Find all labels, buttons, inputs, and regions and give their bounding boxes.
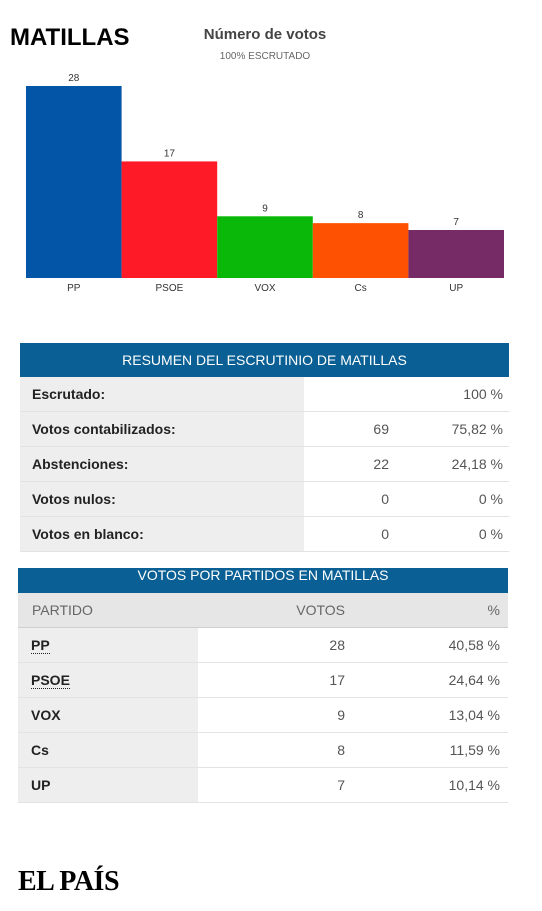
percent-cell: 10,14 %	[448, 777, 500, 793]
table-row: Cs 8 11,59 %	[18, 733, 508, 768]
party-name-cell[interactable]: PP	[18, 628, 198, 662]
category-label: UP	[449, 283, 463, 294]
party-name-cell[interactable]: PSOE	[18, 663, 198, 697]
party-link[interactable]: PSOE	[31, 672, 70, 689]
table-row: UP 7 10,14 %	[18, 768, 508, 803]
summary-value: 69	[373, 421, 389, 437]
summary-percent: 0 %	[478, 526, 503, 542]
page-title: MATILLAS	[10, 24, 130, 51]
party-name-cell: UP	[18, 768, 198, 802]
summary-label: Votos nulos:	[20, 482, 304, 516]
summary-row: Escrutado: 100 %	[20, 377, 509, 412]
column-header-percent: %	[487, 602, 500, 618]
bar-psoe	[121, 161, 218, 278]
chart-subtitle: 100% ESCRUTADO	[219, 51, 311, 62]
summary-percent: 0 %	[478, 491, 503, 507]
column-header-party: PARTIDO	[32, 602, 93, 618]
category-label: PP	[67, 283, 81, 294]
category-label: VOX	[254, 283, 275, 294]
party-name-cell: Cs	[18, 733, 198, 767]
summary-value: 22	[373, 456, 389, 472]
category-label: PSOE	[156, 283, 184, 294]
votes-cell: 8	[337, 742, 345, 758]
summary-label: Votos en blanco:	[20, 517, 304, 551]
parties-table: VOTOS POR PARTIDOS EN MATILLAS PARTIDO V…	[18, 568, 508, 803]
summary-row: Votos contabilizados: 69 75,82 %	[20, 412, 509, 447]
party-name-cell: VOX	[18, 698, 198, 732]
party-link[interactable]: PP	[31, 637, 50, 654]
bar-up	[408, 230, 504, 278]
chart-title: Número de votos	[203, 26, 327, 43]
data-label: 7	[453, 217, 459, 228]
data-label: 9	[262, 203, 268, 214]
summary-row: Votos nulos: 0 0 %	[20, 482, 509, 517]
table-row: PSOE 17 24,64 %	[18, 663, 508, 698]
percent-cell: 40,58 %	[448, 637, 500, 653]
summary-value	[304, 377, 404, 411]
summary-table: RESUMEN DEL ESCRUTINIO DE MATILLAS Escru…	[20, 343, 509, 552]
summary-row: Abstenciones: 22 24,18 %	[20, 447, 509, 482]
summary-percent: 100 %	[463, 386, 503, 402]
data-label: 17	[164, 148, 176, 159]
column-header-votes: VOTOS	[296, 602, 345, 618]
summary-percent: 75,82 %	[451, 421, 503, 437]
votes-cell: 28	[329, 637, 345, 653]
bar-cs	[312, 223, 409, 278]
table-row: VOX 9 13,04 %	[18, 698, 508, 733]
summary-percent: 24,18 %	[451, 456, 503, 472]
percent-cell: 24,64 %	[448, 672, 500, 688]
table-row: PP 28 40,58 %	[18, 628, 508, 663]
data-label: 28	[68, 73, 80, 84]
bar-vox	[217, 216, 313, 278]
summary-label: Votos contabilizados:	[20, 412, 304, 446]
parties-title: VOTOS POR PARTIDOS EN MATILLAS	[18, 568, 508, 593]
summary-value: 0	[381, 526, 389, 542]
percent-cell: 11,59 %	[449, 742, 500, 758]
votes-cell: 9	[337, 707, 345, 723]
votes-cell: 7	[337, 777, 345, 793]
percent-cell: 13,04 %	[448, 707, 500, 723]
category-label: Cs	[354, 283, 366, 294]
el-pais-logo[interactable]: EL PAÍS	[18, 866, 120, 897]
summary-row: Votos en blanco: 0 0 %	[20, 517, 509, 552]
votes-bar-chart: 28 PP 17 PSOE 9 VOX 8 Cs 7 UP	[26, 73, 504, 294]
summary-title: RESUMEN DEL ESCRUTINIO DE MATILLAS	[20, 343, 509, 377]
bar-pp	[26, 86, 122, 278]
data-label: 8	[358, 210, 364, 221]
votes-cell: 17	[329, 672, 345, 688]
parties-header-row: PARTIDO VOTOS %	[18, 593, 508, 628]
summary-value: 0	[381, 491, 389, 507]
summary-label: Escrutado:	[20, 377, 304, 411]
summary-label: Abstenciones:	[20, 447, 304, 481]
